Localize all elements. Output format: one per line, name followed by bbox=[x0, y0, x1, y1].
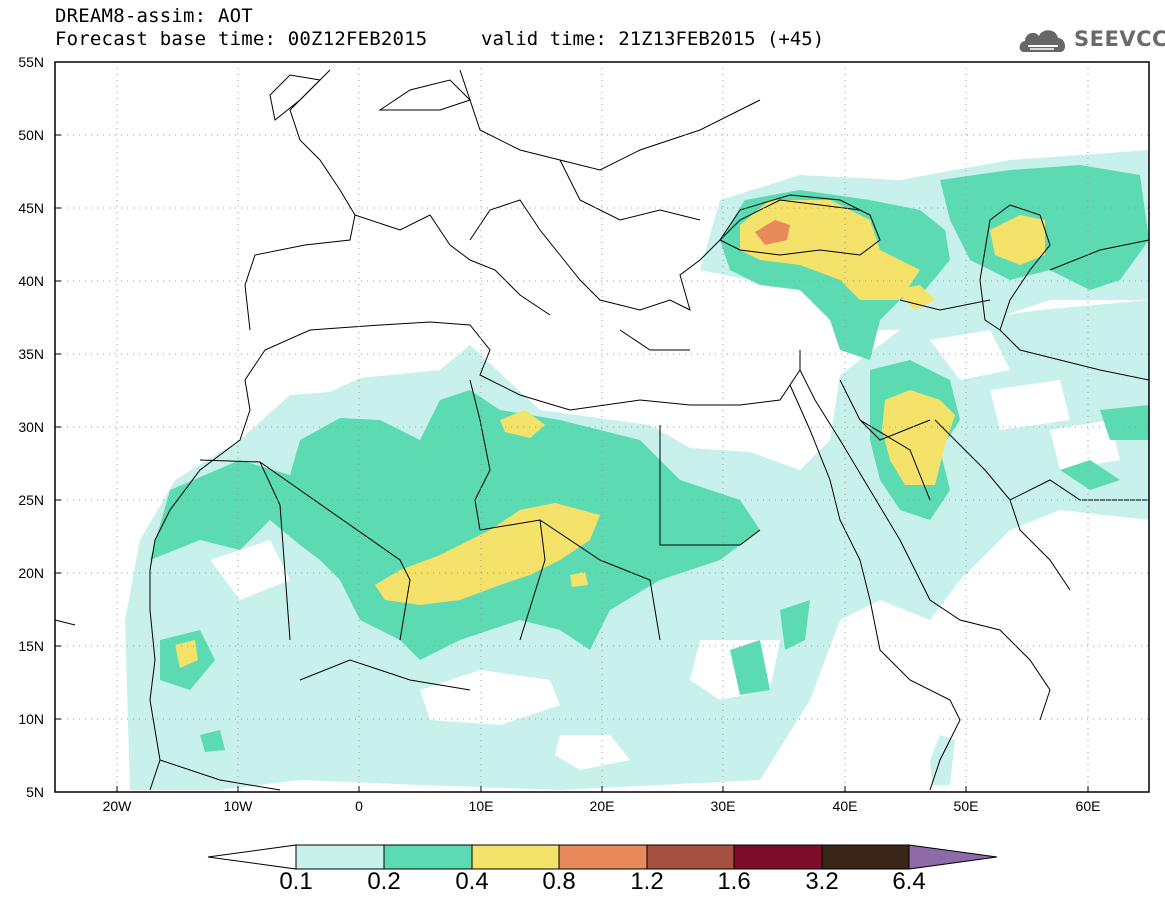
lon-label-20e: 20E bbox=[589, 798, 615, 814]
lat-label-30n: 30N bbox=[18, 419, 44, 435]
graticule bbox=[55, 62, 1149, 792]
colorbar bbox=[207, 844, 998, 870]
axis-ticks bbox=[55, 61, 1089, 792]
colorbar-label: 0.1 bbox=[279, 868, 313, 895]
lon-label-60e: 60E bbox=[1075, 798, 1101, 814]
lat-label-10n: 10N bbox=[18, 711, 44, 727]
chart-title: DREAM8-assim: AOT bbox=[55, 5, 253, 27]
lon-label-10w: 10W bbox=[223, 798, 253, 814]
colorbar-label: 1.2 bbox=[630, 868, 664, 895]
colorbar-label: 0.4 bbox=[455, 868, 489, 895]
lat-label-55n: 55N bbox=[18, 54, 44, 70]
colorbar-over-arrow bbox=[908, 844, 998, 870]
lat-label-15n: 15N bbox=[18, 638, 44, 654]
lat-label-20n: 20N bbox=[18, 565, 44, 581]
lon-label-50e: 50E bbox=[953, 798, 979, 814]
colorbar-label: 1.6 bbox=[717, 868, 751, 895]
colorbar-swatch-3 bbox=[471, 844, 560, 870]
lon-label-30e: 30E bbox=[710, 798, 736, 814]
lon-label-0: 0 bbox=[355, 798, 363, 814]
logo-text: SEEVCCC bbox=[1074, 27, 1165, 51]
colorbar-swatch-5 bbox=[646, 844, 735, 870]
lat-label-35n: 35N bbox=[18, 346, 44, 362]
coastlines bbox=[55, 69, 1149, 791]
lon-label-20w: 20W bbox=[102, 798, 132, 814]
lat-label-40n: 40N bbox=[18, 273, 44, 289]
colorbar-label: 6.4 bbox=[892, 868, 926, 895]
aot-field bbox=[125, 150, 1149, 790]
valid-time: valid time: 21Z13FEB2015 (+45) bbox=[481, 28, 825, 50]
colorbar-swatch-2 bbox=[383, 844, 473, 870]
forecast-base-time: Forecast base time: 00Z12FEB2015 bbox=[55, 28, 428, 50]
lat-label-50n: 50N bbox=[18, 127, 44, 143]
cloud-logo-icon bbox=[1019, 30, 1066, 52]
lon-label-40e: 40E bbox=[832, 798, 858, 814]
colorbar-label: 3.2 bbox=[805, 868, 839, 895]
colorbar-swatch-4 bbox=[558, 844, 648, 870]
lon-label-10e: 10E bbox=[468, 798, 494, 814]
colorbar-under-arrow bbox=[207, 844, 297, 870]
lat-label-25n: 25N bbox=[18, 492, 44, 508]
colorbar-label: 0.2 bbox=[367, 868, 401, 895]
aot-level-0-8 bbox=[755, 220, 790, 245]
lat-label-5n: 5N bbox=[26, 784, 44, 800]
lat-label-45n: 45N bbox=[18, 200, 44, 216]
colorbar-swatch-7 bbox=[821, 844, 910, 870]
colorbar-swatch-1 bbox=[295, 844, 385, 870]
colorbar-swatch-6 bbox=[733, 844, 823, 870]
colorbar-label: 0.8 bbox=[542, 868, 576, 895]
